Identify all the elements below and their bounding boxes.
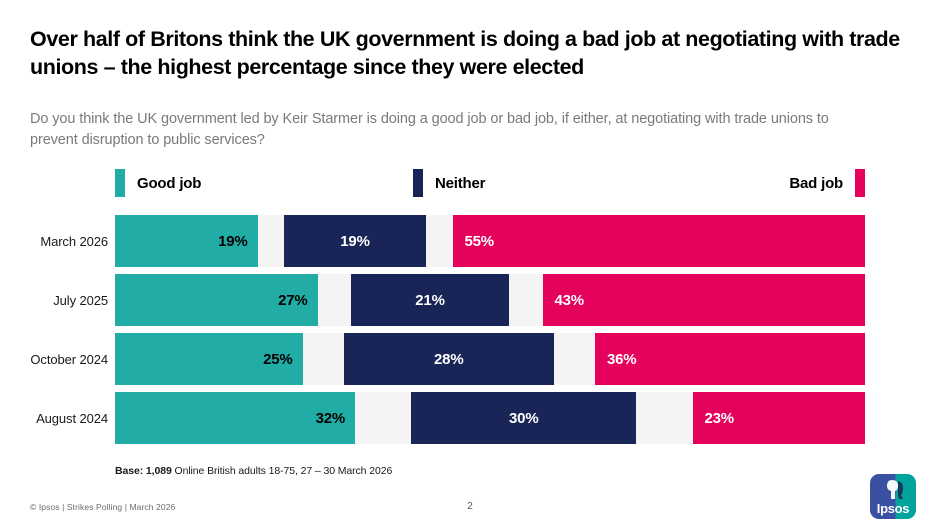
bar-value-label: 55% <box>464 232 495 250</box>
bar-value-label: 25% <box>263 350 293 368</box>
page-number: 2 <box>467 501 473 512</box>
bar-value-label: 19% <box>218 232 248 250</box>
stacked-bar-chart: March 2026 19% 19% 55% July 2025 27% 21% 43% Oct… <box>0 215 940 451</box>
bar-segment-good: 25% <box>115 333 303 385</box>
base-note: Base: 1,089 Online British adults 18-75,… <box>115 465 392 477</box>
bar-segment-neither: 21% <box>351 274 509 326</box>
bar-segment-neither: 30% <box>411 392 637 444</box>
page-title: Over half of Britons think the UK govern… <box>30 27 900 79</box>
bar-value-label: 21% <box>415 291 445 309</box>
legend-item-neither: Neither <box>413 169 485 197</box>
bar-track: 32% 30% 23% <box>115 392 865 444</box>
legend-item-good-job: Good job <box>115 169 201 197</box>
bar-segment-bad: 23% <box>692 392 865 444</box>
category-label: March 2026 <box>40 233 108 249</box>
category-label: October 2024 <box>30 351 108 367</box>
bar-value-label: 32% <box>315 409 346 427</box>
bar-segment-bad: 36% <box>595 333 865 385</box>
chart-legend: Good job Neither Bad job <box>0 169 940 197</box>
bar-value-label: 36% <box>607 350 637 368</box>
bar-row: March 2026 19% 19% 55% <box>0 215 940 267</box>
bar-track: 25% 28% 36% <box>115 333 865 385</box>
bar-value-label: 27% <box>278 291 308 309</box>
legend-marker-neither-icon <box>413 169 423 197</box>
ipsos-logo-text: Ipsos <box>876 501 910 516</box>
bar-segment-neither: 28% <box>343 333 554 385</box>
base-note-sample-size: Base: 1,089 <box>115 465 172 477</box>
bar-row: August 2024 32% 30% 23% <box>0 392 940 444</box>
bar-row: October 2024 25% 28% 36% <box>0 333 940 385</box>
bar-row: July 2025 27% 21% 43% <box>0 274 940 326</box>
bar-segment-bad: 43% <box>542 274 865 326</box>
ipsos-logo-faces-icon <box>887 480 903 499</box>
bar-value-label: 23% <box>704 409 735 427</box>
bar-segment-good: 32% <box>115 392 355 444</box>
legend-item-bad-job: Bad job <box>789 169 865 197</box>
bar-value-label: 43% <box>554 291 585 309</box>
bar-track: 27% 21% 43% <box>115 274 865 326</box>
legend-marker-bad-job-icon <box>855 169 865 197</box>
bar-segment-good: 19% <box>115 215 258 267</box>
base-note-detail: Online British adults 18-75, 27 – 30 Mar… <box>171 465 393 477</box>
footer-copyright: © Ipsos | Strikes Polling | March 2026 <box>30 502 176 512</box>
bar-value-label: 28% <box>434 350 464 368</box>
legend-label-bad-job: Bad job <box>789 174 843 192</box>
bar-value-label: 30% <box>509 409 539 427</box>
bar-value-label: 19% <box>340 232 370 250</box>
bar-segment-good: 27% <box>115 274 318 326</box>
legend-marker-good-job-icon <box>115 169 125 197</box>
legend-label-good-job: Good job <box>137 174 202 192</box>
category-label: July 2025 <box>53 292 108 308</box>
bar-segment-neither: 19% <box>283 215 427 267</box>
legend-label-neither: Neither <box>435 174 486 192</box>
survey-question: Do you think the UK government led by Ke… <box>30 111 829 149</box>
bar-segment-bad: 55% <box>452 215 865 267</box>
bar-track: 19% 19% 55% <box>115 215 865 267</box>
ipsos-logo: Ipsos <box>870 474 916 519</box>
category-label: August 2024 <box>36 410 108 426</box>
